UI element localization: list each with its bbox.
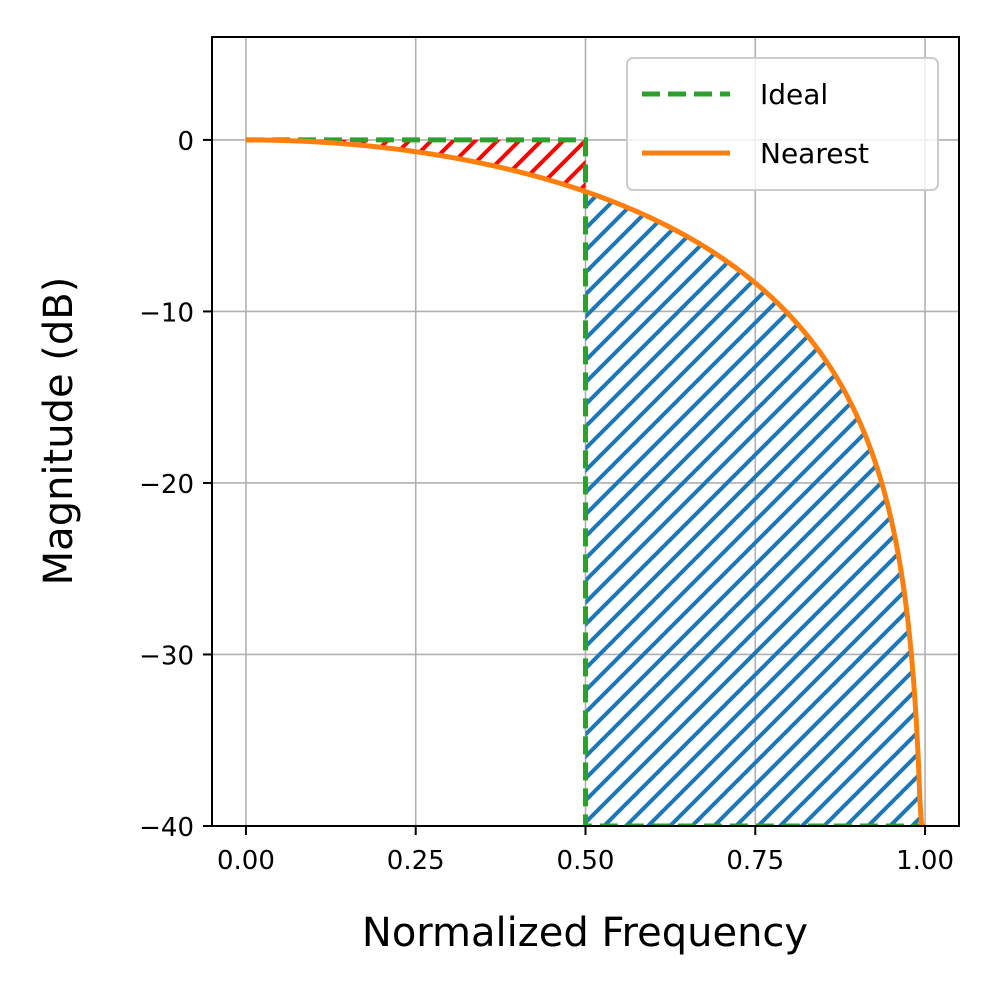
stopband-leakage-region — [585, 191, 926, 826]
nearest-line — [245, 137, 926, 826]
x-tick-label: 0.25 — [387, 846, 445, 876]
ideal-line — [245, 137, 926, 826]
legend-nearest-label: Nearest — [760, 137, 869, 170]
legend: Ideal Nearest — [626, 57, 939, 191]
x-axis-label: Normalized Frequency — [362, 910, 808, 956]
y-tick-label: −10 — [139, 298, 194, 328]
y-tick-label: 0 — [177, 127, 194, 157]
y-tick-label: −20 — [139, 470, 194, 500]
x-tick-label: 0.75 — [726, 846, 784, 876]
ticks: 0.00 0.25 0.50 0.75 1.00 0 −10 −20 −30 −40 — [139, 127, 954, 876]
hatched-regions — [245, 139, 926, 826]
x-tick-label: 1.00 — [896, 846, 954, 876]
legend-box — [626, 57, 939, 191]
x-tick-label: 0.00 — [217, 846, 275, 876]
y-tick-label: −40 — [139, 813, 194, 843]
legend-ideal-label: Ideal — [760, 78, 828, 111]
series-lines — [245, 137, 926, 826]
x-tick-label: 0.50 — [557, 846, 615, 876]
y-axis-label: Magnitude (dB) — [36, 277, 82, 586]
y-tick-label: −30 — [139, 641, 194, 671]
passband-loss-region — [245, 139, 586, 192]
